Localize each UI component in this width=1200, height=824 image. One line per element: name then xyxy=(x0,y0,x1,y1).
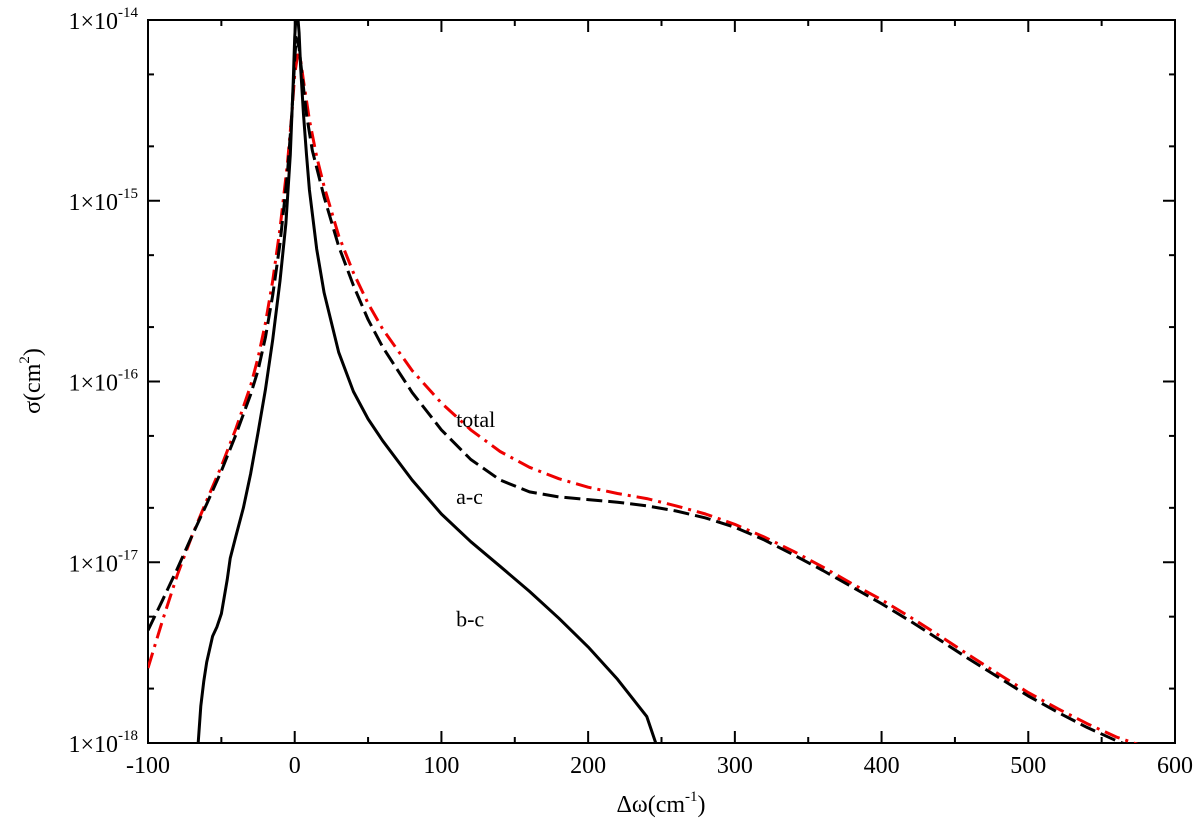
y-tick-label: 1×10-17 xyxy=(68,547,138,577)
y-tick-label: 1×10-15 xyxy=(68,186,138,216)
y-tick-label-exp: -18 xyxy=(118,728,138,744)
x-tick-label: 500 xyxy=(1010,753,1046,779)
series-layer xyxy=(148,20,1139,743)
tick-layer: -100 0 100 200 300 400 500 6001×10-181×10-171×1… xyxy=(68,5,1193,779)
y-tick-label: 1×10-14 xyxy=(68,5,138,35)
x-axis-title-sup: -1 xyxy=(685,789,698,805)
y-tick-label: 1×10-18 xyxy=(68,728,138,758)
annotation-total: total xyxy=(456,407,495,432)
y-tick-label-base: 1×10 xyxy=(68,551,118,577)
x-axis-title-close: ) xyxy=(698,792,706,818)
annotation-b-c: b-c xyxy=(456,607,484,632)
y-tick-label-exp: -17 xyxy=(118,547,138,563)
x-tick-label: 400 xyxy=(864,753,900,779)
plot-area xyxy=(147,19,1176,744)
y-axis-title: σ(cm2) xyxy=(17,348,46,414)
y-tick-label-exp: -15 xyxy=(118,186,138,202)
y-tick-label-base: 1×10 xyxy=(68,732,118,758)
annotation-a-c: a-c xyxy=(456,484,483,509)
x-tick-label: -100 xyxy=(126,753,170,779)
y-tick-label-exp: -16 xyxy=(118,367,138,383)
x-tick-label: 100 xyxy=(423,753,459,779)
x-tick-label: 600 xyxy=(1157,753,1193,779)
x-tick-label: 0 xyxy=(289,753,301,779)
y-tick-label: 1×10-16 xyxy=(68,367,138,397)
series-line-b-c xyxy=(196,20,658,743)
series-line-total xyxy=(148,53,1139,743)
y-axis-title-close: ) xyxy=(20,348,46,356)
x-axis-title: Δω(cm-1) xyxy=(616,789,705,818)
y-tick-label-base: 1×10 xyxy=(68,371,118,397)
y-tick-label-exp: -14 xyxy=(118,5,138,21)
x-tick-label: 200 xyxy=(570,753,606,779)
y-tick-label-base: 1×10 xyxy=(68,190,118,216)
y-axis-title-main: σ(cm xyxy=(20,363,46,414)
y-tick-label-base: 1×10 xyxy=(68,9,118,35)
x-axis-title-main: Δω(cm xyxy=(616,792,685,818)
series-line-a-c xyxy=(148,36,1127,743)
annotation-layer: total a-c b-c xyxy=(456,407,495,632)
x-tick-label: 300 xyxy=(717,753,753,779)
y-axis-title-sup: 2 xyxy=(17,356,33,364)
